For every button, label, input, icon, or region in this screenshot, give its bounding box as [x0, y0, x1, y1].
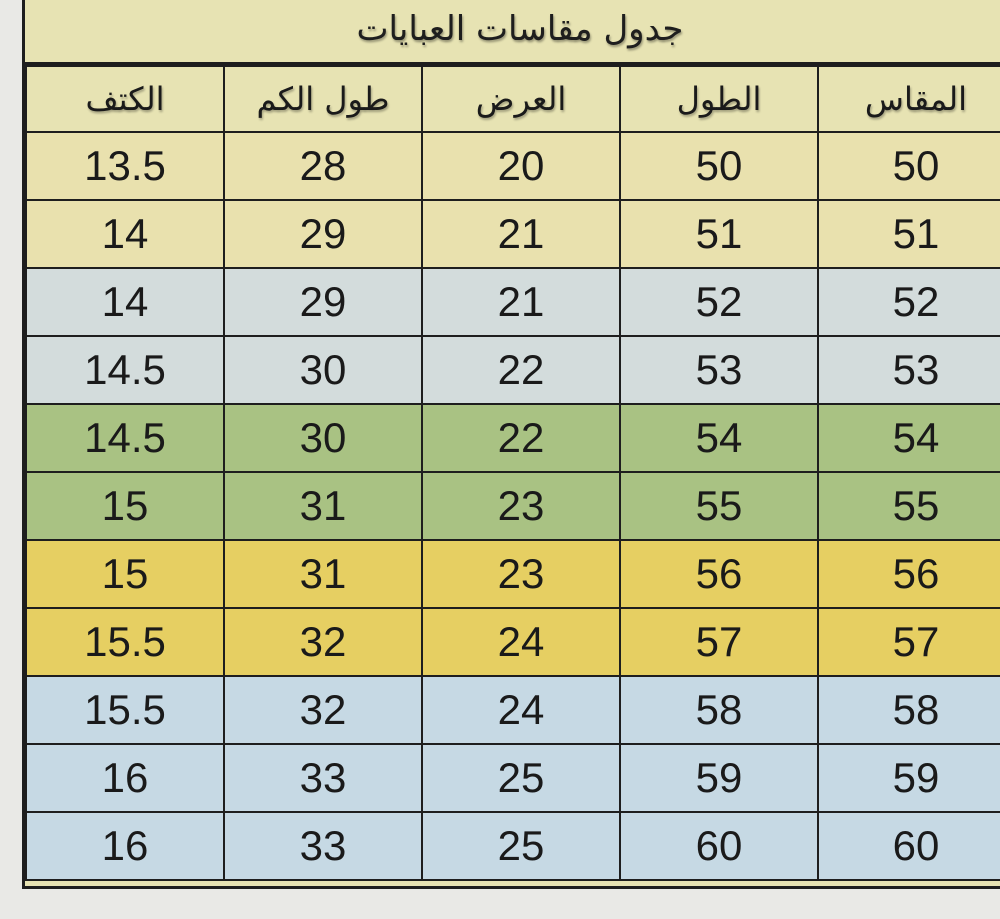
cell-width: 21: [421, 199, 621, 269]
cell-width: 22: [421, 403, 621, 473]
table-row: 50 50 20 28 13.5: [25, 131, 1000, 201]
table-row: 54 54 22 30 14.5: [25, 403, 1000, 473]
cell-length: 60: [619, 811, 819, 881]
cell-size: 52: [817, 267, 1000, 337]
cell-length: 58: [619, 675, 819, 745]
cell-sleeve-length: 29: [223, 199, 423, 269]
table-row: 59 59 25 33 16: [25, 743, 1000, 813]
cell-width: 21: [421, 267, 621, 337]
cell-sleeve-length: 33: [223, 811, 423, 881]
header-row: المقاس الطول العرض طول الكم الكتف: [25, 65, 1000, 133]
cell-width: 25: [421, 811, 621, 881]
cell-width: 24: [421, 607, 621, 677]
cell-length: 55: [619, 471, 819, 541]
cell-shoulder: 16: [25, 743, 225, 813]
cell-width: 22: [421, 335, 621, 405]
cell-length: 50: [619, 131, 819, 201]
cell-size: 56: [817, 539, 1000, 609]
cell-length: 52: [619, 267, 819, 337]
cell-shoulder: 14.5: [25, 335, 225, 405]
cell-size: 57: [817, 607, 1000, 677]
cell-length: 51: [619, 199, 819, 269]
cell-size: 55: [817, 471, 1000, 541]
cell-shoulder: 14.5: [25, 403, 225, 473]
cell-sleeve-length: 30: [223, 403, 423, 473]
cell-sleeve-length: 30: [223, 335, 423, 405]
cell-size: 53: [817, 335, 1000, 405]
header-sleeve-length: طول الكم: [223, 65, 423, 133]
cell-size: 60: [817, 811, 1000, 881]
cell-shoulder: 14: [25, 199, 225, 269]
table-row: 57 57 24 32 15.5: [25, 607, 1000, 677]
header-width: العرض: [421, 65, 621, 133]
chart-title: جدول مقاسات العبايات: [25, 0, 1000, 65]
table-row: 52 52 21 29 14: [25, 267, 1000, 337]
cell-length: 53: [619, 335, 819, 405]
cell-sleeve-length: 32: [223, 607, 423, 677]
cell-length: 59: [619, 743, 819, 813]
table-row: 55 55 23 31 15: [25, 471, 1000, 541]
cell-sleeve-length: 29: [223, 267, 423, 337]
cell-shoulder: 15: [25, 471, 225, 541]
cell-length: 56: [619, 539, 819, 609]
cell-shoulder: 13.5: [25, 131, 225, 201]
cell-sleeve-length: 28: [223, 131, 423, 201]
cell-size: 54: [817, 403, 1000, 473]
table-row: 51 51 21 29 14: [25, 199, 1000, 269]
table-row: 58 58 24 32 15.5: [25, 675, 1000, 745]
cell-length: 57: [619, 607, 819, 677]
cell-size: 58: [817, 675, 1000, 745]
cell-size: 51: [817, 199, 1000, 269]
cell-length: 54: [619, 403, 819, 473]
cell-shoulder: 14: [25, 267, 225, 337]
cell-sleeve-length: 32: [223, 675, 423, 745]
cell-width: 23: [421, 539, 621, 609]
cell-sleeve-length: 33: [223, 743, 423, 813]
header-shoulder: الكتف: [25, 65, 225, 133]
table-row: 53 53 22 30 14.5: [25, 335, 1000, 405]
cell-sleeve-length: 31: [223, 471, 423, 541]
cell-size: 59: [817, 743, 1000, 813]
cell-shoulder: 15.5: [25, 675, 225, 745]
header-size: المقاس: [817, 65, 1000, 133]
cell-shoulder: 15: [25, 539, 225, 609]
cell-width: 25: [421, 743, 621, 813]
cell-width: 24: [421, 675, 621, 745]
cell-width: 23: [421, 471, 621, 541]
header-length: الطول: [619, 65, 819, 133]
cell-sleeve-length: 31: [223, 539, 423, 609]
cell-shoulder: 15.5: [25, 607, 225, 677]
table-row: 60 60 25 33 16: [25, 811, 1000, 881]
cell-shoulder: 16: [25, 811, 225, 881]
size-chart: جدول مقاسات العبايات المقاس الطول العرض …: [22, 0, 1000, 889]
table-row: 56 56 23 31 15: [25, 539, 1000, 609]
size-table: المقاس الطول العرض طول الكم الكتف 50 50 20…: [25, 65, 1000, 881]
cell-width: 20: [421, 131, 621, 201]
cell-size: 50: [817, 131, 1000, 201]
